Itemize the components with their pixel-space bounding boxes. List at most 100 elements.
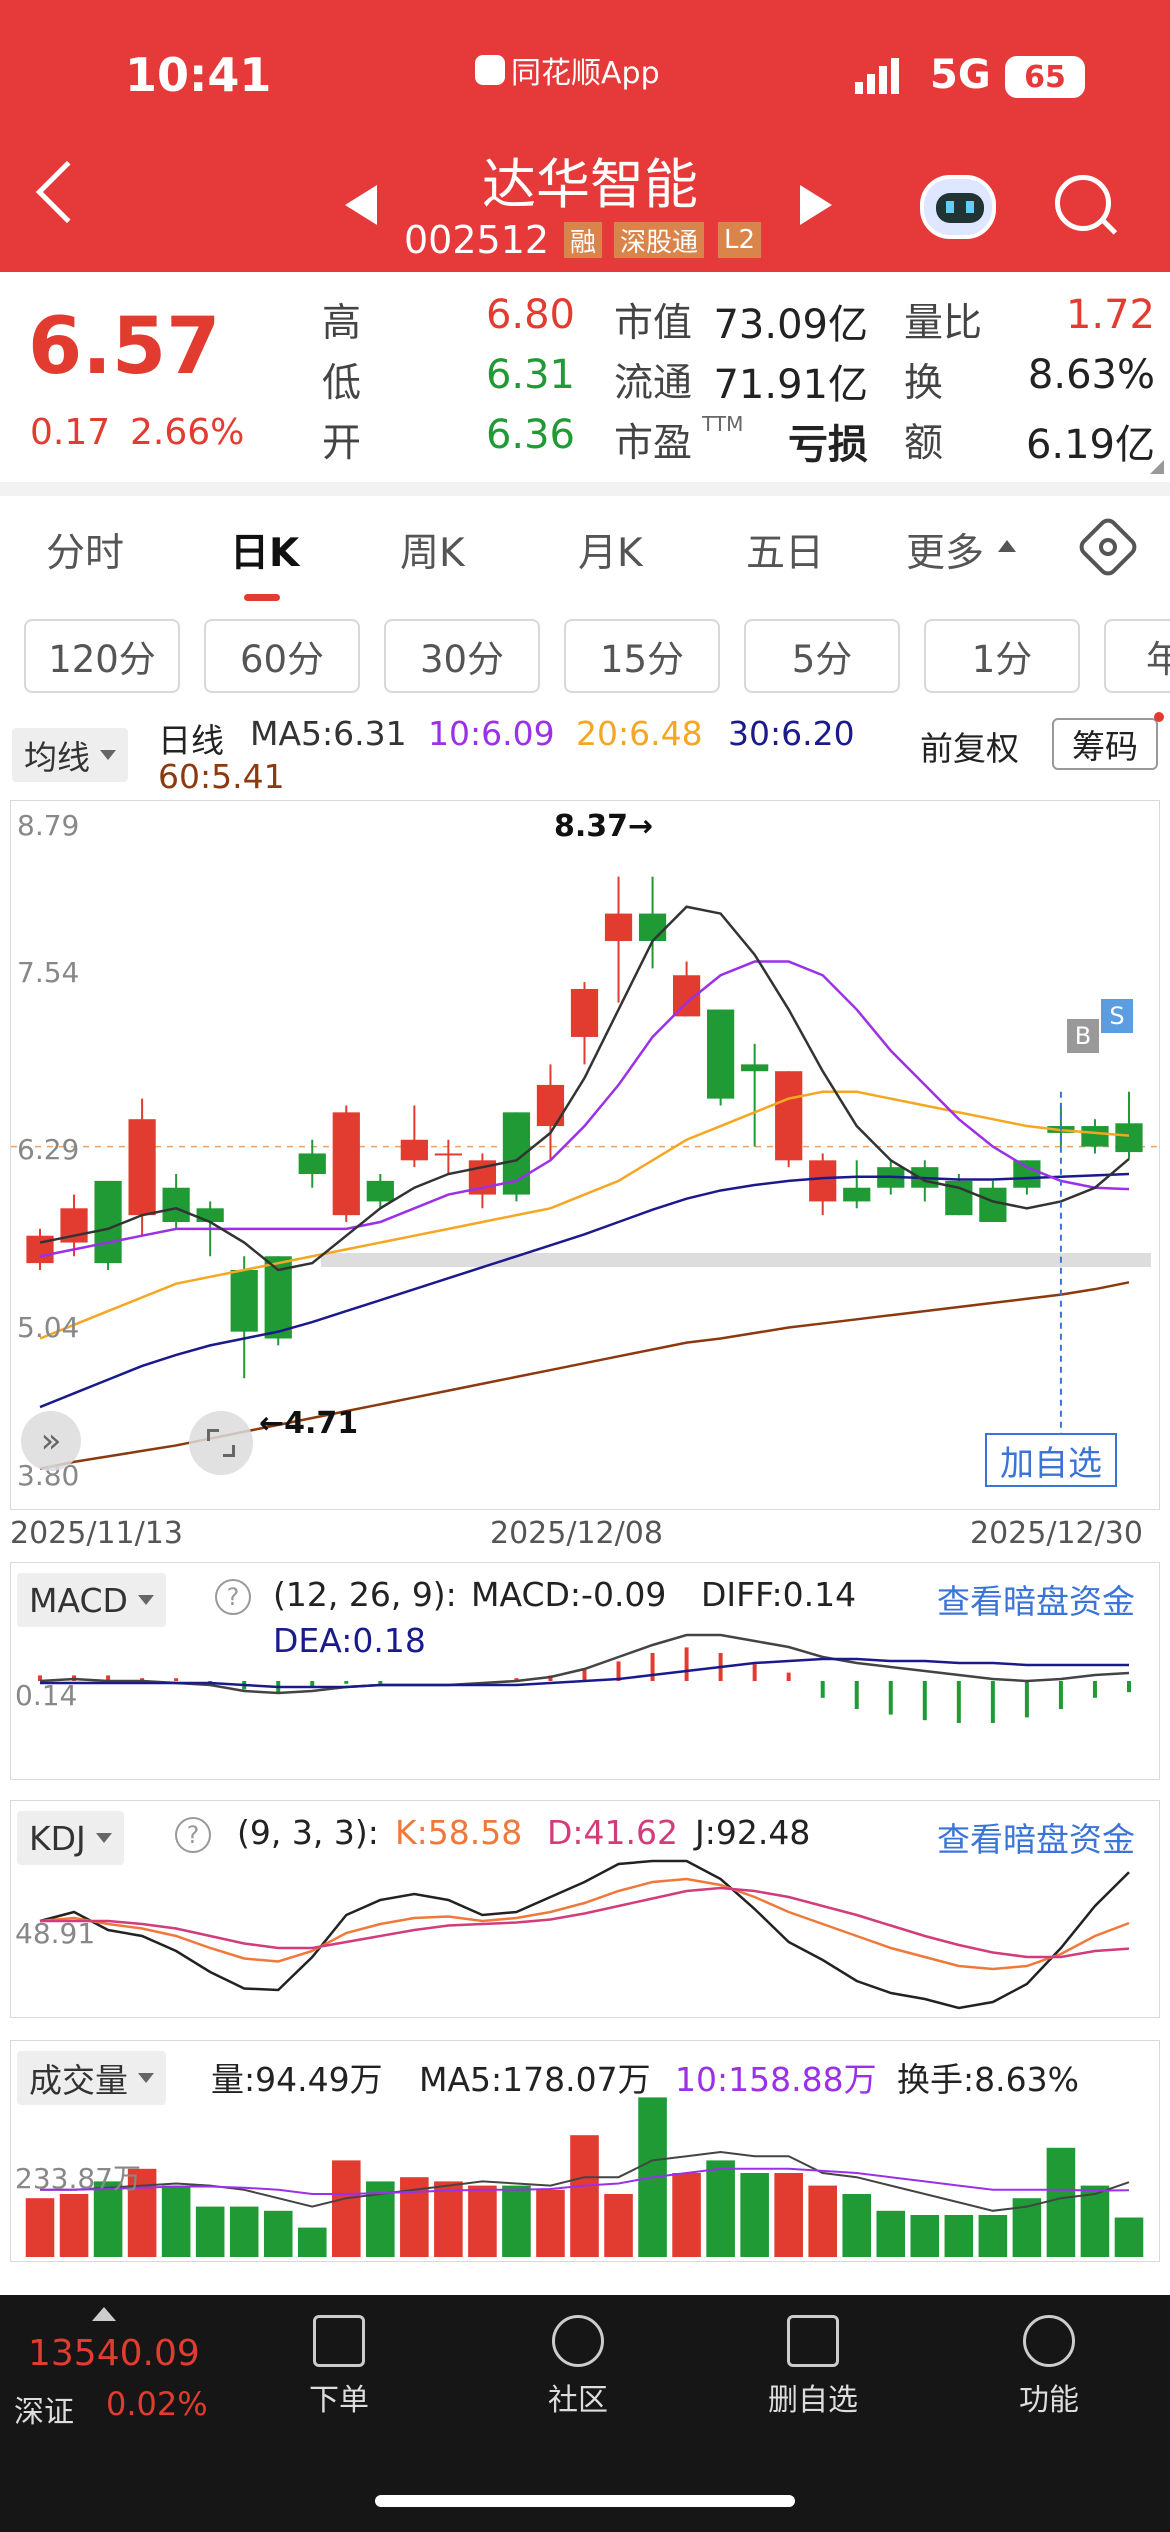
date-start: 2025/11/13 xyxy=(10,1516,183,1551)
label-open: 开 xyxy=(322,421,362,466)
value-float-cap: 71.91亿 xyxy=(713,362,868,408)
kdj-selector-label: KDJ xyxy=(29,1818,86,1858)
chips-button[interactable]: 筹码 xyxy=(1052,718,1158,770)
tag-connect: 深股通 xyxy=(614,222,705,258)
sell-badge[interactable]: S xyxy=(1101,999,1133,1033)
macd-level: 0.14 xyxy=(15,1679,78,1712)
interval-60[interactable]: 60分 xyxy=(204,619,360,693)
nav-order[interactable]: 下单 xyxy=(264,2315,414,2419)
collapse-sidebar-icon[interactable]: » xyxy=(21,1411,81,1471)
search-icon[interactable] xyxy=(1055,175,1118,235)
volume-selector[interactable]: 成交量 xyxy=(17,2051,166,2105)
tab-weekly-k[interactable]: 周K xyxy=(400,531,465,576)
robot-assistant-icon[interactable] xyxy=(920,175,996,239)
add-watchlist-button[interactable]: 加自选 xyxy=(985,1433,1117,1487)
candle-body xyxy=(400,1139,428,1161)
ma-selector[interactable]: 均线 xyxy=(12,728,128,782)
macd-selector[interactable]: MACD xyxy=(17,1573,166,1627)
kdj-params: (9, 3, 3): xyxy=(237,1813,379,1852)
macd-diff: DIFF:0.14 xyxy=(701,1575,857,1614)
interval-15[interactable]: 15分 xyxy=(564,619,720,693)
adjust-label[interactable]: 前复权 xyxy=(920,729,1019,768)
volume-bar xyxy=(93,2181,123,2257)
macd-value: MACD:-0.09 xyxy=(471,1575,667,1614)
tag-margin: 融 xyxy=(564,222,603,258)
interval-30[interactable]: 30分 xyxy=(384,619,540,693)
candle-body xyxy=(366,1180,394,1202)
prev-stock-icon[interactable] xyxy=(345,185,377,225)
buy-badge[interactable]: B xyxy=(1067,1019,1099,1053)
volume-bar xyxy=(706,2160,735,2257)
signal-icon xyxy=(855,58,905,94)
kdj-selector[interactable]: KDJ xyxy=(17,1811,124,1865)
label-volume-ratio: 量比 xyxy=(904,301,983,346)
tab-timeshare[interactable]: 分时 xyxy=(46,531,125,576)
ma5-label: MA5:6.31 xyxy=(250,714,407,753)
volume-bar xyxy=(876,2210,906,2257)
candle-body xyxy=(162,1187,190,1222)
status-time: 10:41 xyxy=(125,48,272,102)
nav-functions[interactable]: 功能 xyxy=(974,2315,1124,2419)
volume-panel[interactable]: 成交量 量:94.49万 MA5:178.07万 10:158.88万 换手:8… xyxy=(10,2040,1160,2262)
candle-body xyxy=(741,1064,769,1072)
fullscreen-icon[interactable] xyxy=(189,1411,253,1475)
kdj-panel[interactable]: KDJ ? (9, 3, 3): K:58.58 D:41.62 J:92.48… xyxy=(10,1800,1160,2018)
tab-monthly-k[interactable]: 月K xyxy=(578,531,643,576)
nav-community[interactable]: 社区 xyxy=(503,2315,653,2419)
interval-120[interactable]: 120分 xyxy=(24,619,180,693)
divider xyxy=(0,482,1170,496)
interval-year[interactable]: 年 xyxy=(1104,619,1170,693)
volume-bar xyxy=(978,2215,1008,2257)
value-amount: 6.19亿 xyxy=(1025,422,1155,468)
kline-chart-panel[interactable]: 8.79 7.54 6.29 5.04 3.80 8.37→ ←4.71 B S… xyxy=(10,800,1161,1510)
help-icon[interactable]: ? xyxy=(175,1817,211,1853)
macd-dark-pool-link[interactable]: 查看暗盘资金 xyxy=(937,1582,1135,1621)
tab-five-day[interactable]: 五日 xyxy=(746,531,825,576)
nav-order-label: 下单 xyxy=(309,2383,369,2418)
volume-bar xyxy=(331,2160,361,2257)
candle-body xyxy=(604,913,633,941)
dropdown-icon xyxy=(138,2073,154,2083)
kdj-dark-pool-link[interactable]: 查看暗盘资金 xyxy=(937,1820,1135,1859)
volume-level: 233.87万 xyxy=(15,2162,141,2195)
macd-panel[interactable]: MACD ? (12, 26, 9): MACD:-0.09 DIFF:0.14… xyxy=(10,1562,1160,1780)
volume-bar xyxy=(1080,2185,1110,2257)
tab-daily-k[interactable]: 日K xyxy=(230,531,300,576)
tab-more[interactable]: 更多 xyxy=(906,531,985,576)
nav-functions-label: 功能 xyxy=(1019,2383,1079,2418)
notification-dot xyxy=(1154,712,1164,722)
community-icon xyxy=(552,2315,604,2367)
interval-5[interactable]: 5分 xyxy=(744,619,900,693)
ma20-label: 20:6.48 xyxy=(576,714,703,753)
back-icon[interactable] xyxy=(35,160,99,224)
volume-bar xyxy=(229,2206,259,2257)
y-label-2: 7.54 xyxy=(17,956,80,989)
settings-icon[interactable] xyxy=(1075,514,1141,580)
volume-svg xyxy=(25,2097,1144,2257)
ma30-label: 30:6.20 xyxy=(728,714,855,753)
interval-1[interactable]: 1分 xyxy=(924,619,1080,693)
y-label-3: 6.29 xyxy=(17,1133,80,1166)
label-amount: 额 xyxy=(904,421,944,466)
value-low: 6.31 xyxy=(485,352,575,398)
macd-params: (12, 26, 9): xyxy=(273,1575,457,1614)
volume-ma5: MA5:178.07万 xyxy=(419,2060,651,2099)
candle-body xyxy=(230,1269,258,1332)
label-high: 高 xyxy=(322,301,362,346)
value-volume-ratio: 1.72 xyxy=(1065,292,1155,338)
help-icon[interactable]: ? xyxy=(215,1579,251,1615)
ma10-label: 10:6.09 xyxy=(428,714,555,753)
volume-bar xyxy=(297,2227,327,2257)
index-value[interactable]: 13540.09 xyxy=(28,2333,200,2374)
index-name: 深证 xyxy=(14,2395,74,2430)
next-stock-icon[interactable] xyxy=(800,185,832,225)
value-high: 6.80 xyxy=(485,292,575,338)
candle-body xyxy=(332,1112,360,1216)
nav-remove-watch[interactable]: 删自选 xyxy=(738,2315,888,2419)
volume-bar xyxy=(195,2206,225,2257)
macd-dea: DEA:0.18 xyxy=(273,1621,426,1660)
volume-bar xyxy=(127,2168,157,2257)
kdj-k: K:58.58 xyxy=(395,1813,523,1852)
value-turnover: 8.63% xyxy=(1027,352,1155,398)
expand-corner-icon[interactable] xyxy=(1150,460,1164,474)
